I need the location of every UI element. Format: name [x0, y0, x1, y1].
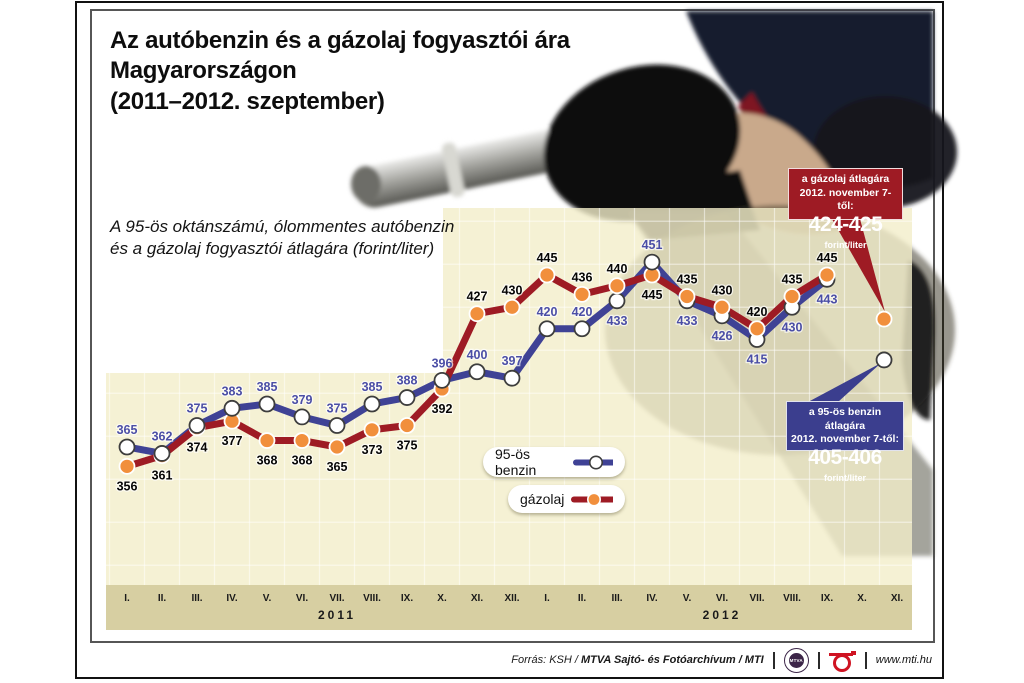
subtitle-line-2: és a gázolaj fogyasztói átlagára (forint… [110, 239, 435, 259]
title-line-1: Az autóbenzin és a gázolaj fogyasztói ár… [110, 27, 570, 54]
month-label: I. [544, 593, 550, 604]
callout-diesel-value: 424-425 [808, 212, 883, 236]
month-label: VII. [329, 593, 345, 604]
separator-bar [817, 651, 820, 669]
month-label: IV. [646, 593, 658, 604]
month-label: IV. [226, 593, 238, 604]
separator-bar [864, 651, 867, 669]
legend-label-gazolaj: gázolaj [520, 491, 565, 507]
x-axis: I. II. III. IV. V. VI. VII. VIII. IX. X. XI. XII. I.… [106, 585, 912, 630]
month-label: XII. [504, 593, 520, 604]
chart-subtitle: A 95-ös oktánszámú, ólommentes autóbenzi… [110, 216, 454, 260]
page-title: Az autóbenzin és a gázolaj fogyasztói ár… [110, 26, 570, 117]
month-label: III. [191, 593, 203, 604]
month-label: II. [577, 593, 587, 604]
callout-diesel-line-2: 2012. november 7-től: [799, 186, 892, 213]
title-line-3: (2011–2012. szeptember) [110, 87, 385, 115]
month-label: X. [857, 593, 867, 604]
month-label: II. [157, 593, 167, 604]
legend-benzin-line-icon [572, 455, 613, 469]
month-label: VII. [749, 593, 765, 604]
callout-benzin-line-1: a 95-ös benzin átlagára [808, 406, 882, 432]
mtva-logo-icon: MTVA [783, 647, 809, 673]
source-credit: Forrás: KSH / MTVA Sajtó- és Fotóarchívu… [511, 654, 764, 666]
legend-item-benzin: 95-ös benzin [483, 446, 625, 478]
subtitle-line-1: A 95-ös oktánszámú, ólommentes autóbenzi… [110, 217, 455, 236]
footer: Forrás: KSH / MTVA Sajtó- és Fotóarchívu… [511, 646, 932, 674]
month-label: III. [611, 593, 623, 604]
callout-benzin-line-2: 2012. november 7-től: [791, 433, 899, 446]
month-label: VI. [715, 593, 729, 604]
callout-diesel-unit: forint/liter [824, 239, 867, 250]
month-label: VIII. [363, 593, 381, 604]
legend-item-gazolaj: gázolaj [508, 485, 625, 513]
title-line-2: Magyarországon [110, 57, 297, 85]
callout-benzin-value: 405-406 [808, 445, 882, 469]
year-label: 2011 [317, 608, 357, 622]
callout-diesel-price: a gázolaj átlagára 2012. november 7-től:… [788, 168, 903, 250]
website-link: www.mti.hu [875, 654, 932, 666]
callout-diesel-line-1: a gázolaj átlagára [801, 173, 890, 185]
month-label: XI. [890, 593, 904, 604]
month-label: VI. [295, 593, 309, 604]
separator-bar [772, 651, 775, 669]
legend-gazolaj-line-icon [571, 492, 613, 506]
mti-logo-icon [828, 649, 856, 672]
month-label: IX. [820, 593, 834, 604]
legend-label-benzin: 95-ös benzin [495, 446, 537, 478]
month-label: V. [682, 593, 692, 604]
month-label: V. [262, 593, 272, 604]
year-label: 2012 [702, 608, 742, 622]
month-label: I. [124, 593, 130, 604]
month-label: VIII. [783, 593, 801, 604]
month-label: XI. [470, 593, 484, 604]
callout-benzin-price: a 95-ös benzin átlagára 2012. november 7… [786, 401, 904, 483]
callout-benzin-unit: forint/liter [824, 472, 866, 483]
month-label: IX. [400, 593, 414, 604]
month-label: X. [437, 593, 447, 604]
